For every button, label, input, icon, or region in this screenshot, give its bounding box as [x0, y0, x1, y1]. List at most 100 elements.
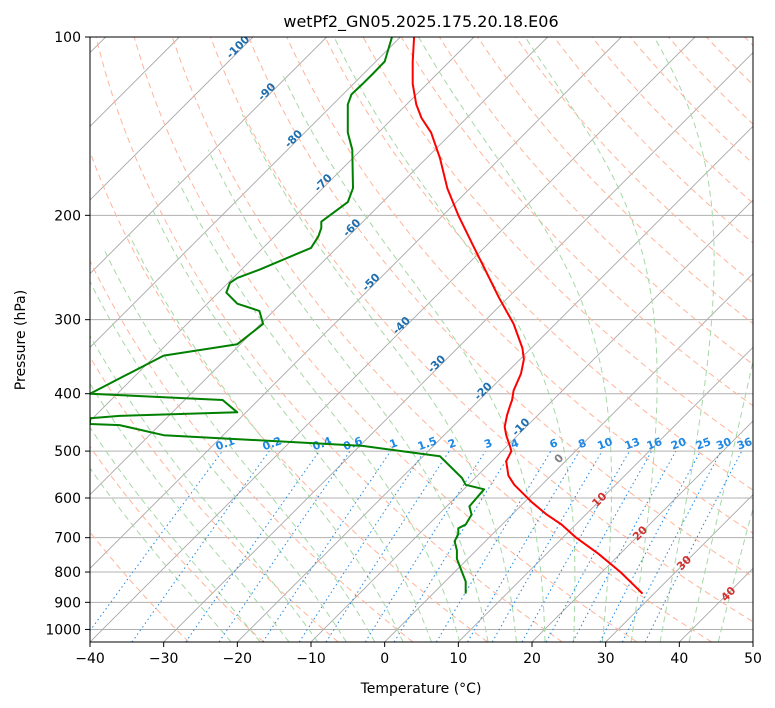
moist-adiabat-line	[177, 180, 461, 642]
mixing-ratio-label: 30	[714, 435, 733, 453]
moist-adiabat-line	[653, 37, 715, 642]
mixing-ratio-line	[364, 450, 486, 642]
mixing-ratio-label: 4	[509, 436, 521, 451]
dry-adiabat-line	[438, 37, 753, 366]
dry-adiabat-line	[90, 259, 414, 642]
isotherm-label: -60	[340, 216, 363, 239]
isotherm-line	[90, 37, 327, 275]
isotherm-label: -10	[509, 415, 532, 438]
isotherm-label: -30	[425, 352, 448, 375]
mixing-ratio-line	[298, 450, 425, 642]
x-axis-label: Temperature (°C)	[360, 681, 482, 697]
moist-adiabat-line	[241, 113, 517, 642]
isotherm-line	[90, 37, 254, 201]
x-tick-label: 20	[523, 651, 541, 667]
moist-adiabat-line	[90, 280, 347, 642]
dry-adiabat-line	[515, 37, 753, 284]
y-tick-label: 500	[54, 444, 81, 460]
isotherm-line	[90, 37, 475, 422]
mixing-ratio-line	[90, 450, 223, 632]
mixing-ratio-line	[185, 450, 320, 642]
moist-adiabat-line	[104, 251, 376, 642]
isotherm-label: -40	[390, 314, 413, 337]
moist-adiabat-line	[90, 334, 319, 642]
mixing-ratio-line	[262, 450, 392, 642]
mixing-ratio-line	[545, 450, 653, 642]
dry-adiabat-line	[286, 37, 753, 534]
plot-frame	[89, 36, 754, 643]
mixing-ratio-line	[131, 450, 270, 642]
x-tick-label: −10	[296, 651, 326, 667]
dry-adiabat-line	[90, 445, 264, 642]
isotherm-line	[90, 37, 548, 496]
mixing-ratio-line	[599, 450, 701, 642]
isotherm-line	[163, 52, 753, 642]
dry-adiabat-line	[668, 37, 753, 125]
x-tick-label: −30	[149, 651, 179, 667]
mixing-ratio-line	[572, 450, 677, 642]
adiabat-label: 10	[589, 490, 609, 510]
y-tick-label: 800	[54, 565, 81, 581]
dry-adiabat-line	[324, 37, 753, 491]
x-tick-label: 30	[597, 651, 615, 667]
isotherm-line	[310, 199, 753, 642]
adiabat-label: 40	[718, 584, 738, 604]
mixing-ratio-label: 20	[669, 435, 688, 453]
mixing-ratio-label: 36	[735, 435, 754, 453]
y-tick-label: 900	[54, 595, 81, 611]
isotherm-label: -50	[359, 270, 382, 293]
mixing-ratio-line	[467, 450, 580, 642]
x-tick-label: −40	[75, 651, 105, 667]
mixing-ratio-label: 8	[576, 436, 588, 451]
dry-adiabat-line	[90, 150, 488, 642]
x-tick-label: 10	[449, 651, 467, 667]
dry-adiabat-line	[133, 37, 638, 642]
dry-adiabat-line	[248, 37, 753, 578]
mixing-ratio-label: 16	[645, 435, 664, 453]
dewpoint-profile-line	[90, 37, 486, 594]
y-tick-label: 600	[54, 491, 81, 507]
dry-adiabat-line	[171, 37, 712, 642]
moist-adiabat-line	[281, 72, 546, 642]
mixing-ratio-label: 6	[548, 436, 560, 451]
moist-adiabat-line	[128, 233, 404, 642]
x-tick-label: 40	[670, 651, 688, 667]
mixing-ratio-label: 25	[694, 435, 713, 452]
isotherm-line	[384, 273, 753, 642]
mixing-ratio-label: 0.6	[342, 434, 365, 453]
mixing-ratio-label: 1	[388, 436, 400, 451]
moist-adiabat-line	[90, 382, 290, 642]
mixing-ratio-label: 13	[623, 435, 642, 452]
isotherm-line	[458, 346, 753, 642]
temperature-profile-line	[411, 37, 644, 595]
moist-adiabat-line	[333, 37, 576, 642]
chart-title: wetPf2_GN05.2025.175.20.18.E06	[283, 12, 558, 32]
y-tick-label: 300	[54, 313, 81, 329]
mixing-ratio-label: 10	[596, 435, 615, 453]
mixing-ratio-line	[218, 450, 351, 642]
y-tick-label: 1000	[45, 622, 81, 638]
dry-adiabat-line	[90, 356, 339, 642]
dry-adiabat-line	[591, 37, 753, 204]
moist-adiabat-line	[90, 426, 261, 642]
x-tick-label: 0	[380, 651, 389, 667]
mixing-ratio-label: 3	[482, 436, 494, 451]
x-tick-label: 50	[744, 651, 762, 667]
dry-adiabat-line	[706, 37, 753, 86]
mixing-ratio-line	[325, 450, 450, 642]
moist-adiabat-line	[688, 358, 753, 642]
y-tick-label: 400	[54, 387, 81, 403]
dry-adiabat-line	[210, 37, 753, 623]
moist-adiabat-line	[418, 37, 613, 642]
mixing-ratio-label: 1.5	[416, 434, 439, 453]
moist-adiabat-line	[90, 467, 232, 642]
isotherm-line	[237, 125, 753, 642]
mixing-ratio-line	[393, 450, 513, 642]
mixing-ratio-label: 0.2	[261, 434, 284, 453]
isotherm-line	[531, 420, 753, 642]
isotherm-line	[752, 641, 753, 642]
isotherm-line	[90, 37, 696, 642]
y-axis-label: Pressure (hPa)	[13, 290, 29, 390]
isotherm-line	[90, 37, 622, 569]
